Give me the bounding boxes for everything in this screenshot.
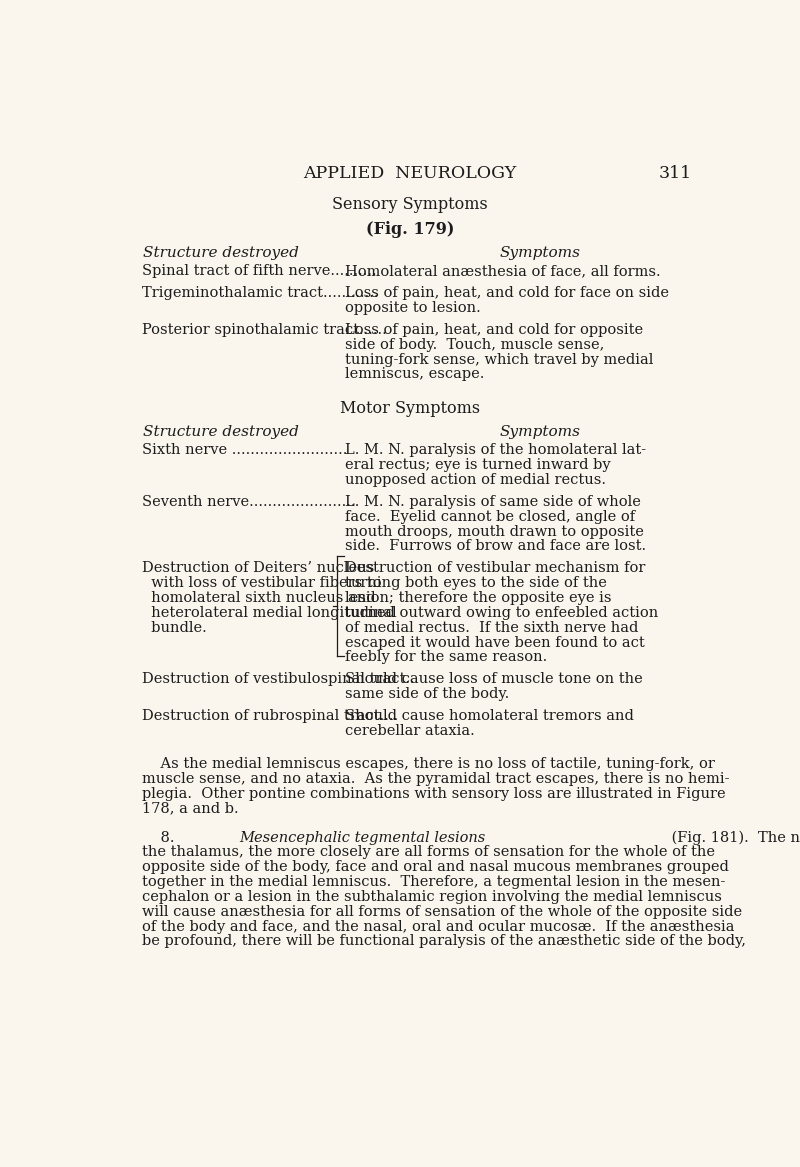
Text: Symptoms: Symptoms <box>500 246 581 260</box>
Text: with loss of vestibular fibers to: with loss of vestibular fibers to <box>142 576 382 591</box>
Text: Symptoms: Symptoms <box>500 425 581 439</box>
Text: bundle.: bundle. <box>142 621 207 635</box>
Text: Destruction of rubrospinal tract....: Destruction of rubrospinal tract.... <box>142 710 398 724</box>
Text: mouth droops, mouth drawn to opposite: mouth droops, mouth drawn to opposite <box>345 525 644 539</box>
Text: face.  Eyelid cannot be closed, angle of: face. Eyelid cannot be closed, angle of <box>345 510 635 524</box>
Text: homolateral sixth nucleus and: homolateral sixth nucleus and <box>142 592 376 606</box>
Text: heterolateral medial longitudinal: heterolateral medial longitudinal <box>142 606 397 620</box>
Text: lemniscus, escape.: lemniscus, escape. <box>345 368 484 382</box>
Text: Mesencephalic tegmental lesions: Mesencephalic tegmental lesions <box>239 831 485 845</box>
Text: of medial rectus.  If the sixth nerve had: of medial rectus. If the sixth nerve had <box>345 621 638 635</box>
Text: Destruction of Deiters’ nucleus: Destruction of Deiters’ nucleus <box>142 561 374 575</box>
Text: 8.: 8. <box>142 831 179 845</box>
Text: L. M. N. paralysis of same side of whole: L. M. N. paralysis of same side of whole <box>345 495 641 509</box>
Text: side of body.  Touch, muscle sense,: side of body. Touch, muscle sense, <box>345 337 604 351</box>
Text: 178, a and b.: 178, a and b. <box>142 802 238 816</box>
Text: Loss of pain, heat, and cold for opposite: Loss of pain, heat, and cold for opposit… <box>345 323 643 337</box>
Text: Sensory Symptoms: Sensory Symptoms <box>332 196 488 212</box>
Text: Homolateral anæsthesia of face, all forms.: Homolateral anæsthesia of face, all form… <box>345 264 661 278</box>
Text: cephalon or a lesion in the subthalamic region involving the medial lemniscus: cephalon or a lesion in the subthalamic … <box>142 890 722 904</box>
Text: As the medial lemniscus escapes, there is no loss of tactile, tuning-fork, or: As the medial lemniscus escapes, there i… <box>142 757 715 771</box>
Text: APPLIED  NEUROLOGY: APPLIED NEUROLOGY <box>303 166 517 182</box>
Text: Structure destroyed: Structure destroyed <box>143 246 299 260</box>
Text: cerebellar ataxia.: cerebellar ataxia. <box>345 724 474 738</box>
Text: Trigeminothalamic tract............: Trigeminothalamic tract............ <box>142 286 378 300</box>
Text: side.  Furrows of brow and face are lost.: side. Furrows of brow and face are lost. <box>345 539 646 553</box>
Text: be profound, there will be functional paralysis of the anæsthetic side of the bo: be profound, there will be functional pa… <box>142 935 746 949</box>
Text: Seventh nerve.......................: Seventh nerve....................... <box>142 495 356 509</box>
Text: eral rectus; eye is turned inward by: eral rectus; eye is turned inward by <box>345 459 610 473</box>
Text: feebly for the same reason.: feebly for the same reason. <box>345 650 547 664</box>
Text: muscle sense, and no ataxia.  As the pyramidal tract escapes, there is no hemi-: muscle sense, and no ataxia. As the pyra… <box>142 771 730 785</box>
Text: same side of the body.: same side of the body. <box>345 687 509 701</box>
Text: escaped it would have been found to act: escaped it would have been found to act <box>345 636 645 650</box>
Text: of the body and face, and the nasal, oral and ocular mucosæ.  If the anæsthesia: of the body and face, and the nasal, ora… <box>142 920 734 934</box>
Text: turned outward owing to enfeebled action: turned outward owing to enfeebled action <box>345 606 658 620</box>
Text: Should cause homolateral tremors and: Should cause homolateral tremors and <box>345 710 634 724</box>
Text: Structure destroyed: Structure destroyed <box>143 425 299 439</box>
Text: tuning-fork sense, which travel by medial: tuning-fork sense, which travel by media… <box>345 352 654 366</box>
Text: Destruction of vestibular mechanism for: Destruction of vestibular mechanism for <box>345 561 646 575</box>
Text: Spinal tract of fifth nerve..........: Spinal tract of fifth nerve.......... <box>142 264 377 278</box>
Text: plegia.  Other pontine combinations with sensory loss are illustrated in Figure: plegia. Other pontine combinations with … <box>142 787 726 801</box>
Text: Sixth nerve .........................: Sixth nerve ......................... <box>142 443 347 457</box>
Text: L. M. N. paralysis of the homolateral lat-: L. M. N. paralysis of the homolateral la… <box>345 443 646 457</box>
Text: opposite side of the body, face and oral and nasal mucous membranes grouped: opposite side of the body, face and oral… <box>142 860 729 874</box>
Text: turning both eyes to the side of the: turning both eyes to the side of the <box>345 576 606 591</box>
Text: (Fig. 181).  The nearer one approaches: (Fig. 181). The nearer one approaches <box>667 831 800 845</box>
Text: 311: 311 <box>659 166 692 182</box>
Text: Motor Symptoms: Motor Symptoms <box>340 400 480 417</box>
Text: Loss of pain, heat, and cold for face on side: Loss of pain, heat, and cold for face on… <box>345 286 669 300</box>
Text: lesion; therefore the opposite eye is: lesion; therefore the opposite eye is <box>345 592 611 606</box>
Text: Posterior spinothalamic tract......: Posterior spinothalamic tract...... <box>142 323 387 337</box>
Text: unopposed action of medial rectus.: unopposed action of medial rectus. <box>345 473 606 487</box>
Text: will cause anæsthesia for all forms of sensation of the whole of the opposite si: will cause anæsthesia for all forms of s… <box>142 904 742 918</box>
Text: Should cause loss of muscle tone on the: Should cause loss of muscle tone on the <box>345 672 642 686</box>
Text: opposite to lesion.: opposite to lesion. <box>345 301 481 315</box>
Text: the thalamus, the more closely are all forms of sensation for the whole of the: the thalamus, the more closely are all f… <box>142 845 715 859</box>
Text: (Fig. 179): (Fig. 179) <box>366 221 454 238</box>
Text: Destruction of vestibulospinal tract..: Destruction of vestibulospinal tract.. <box>142 672 414 686</box>
Text: together in the medial lemniscus.  Therefore, a tegmental lesion in the mesen-: together in the medial lemniscus. Theref… <box>142 875 726 889</box>
